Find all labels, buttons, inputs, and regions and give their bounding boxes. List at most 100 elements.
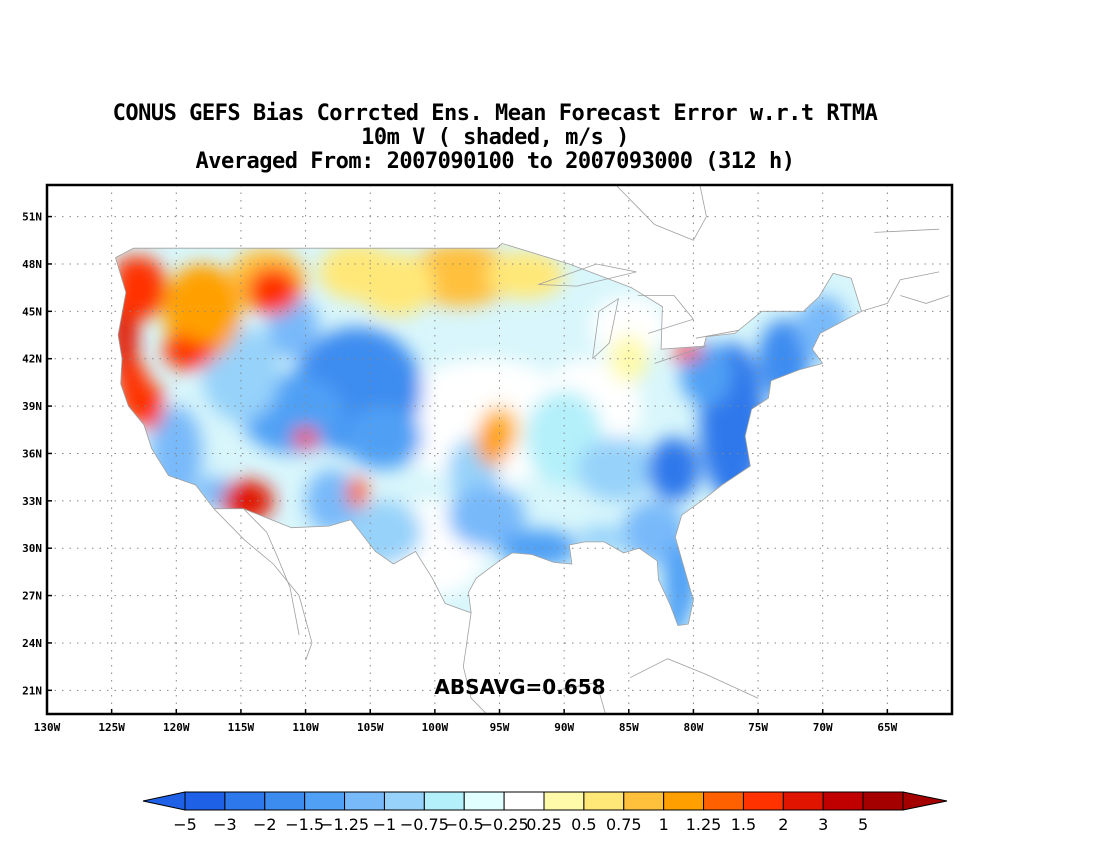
map-title: CONUS GEFS Bias Corrcted Ens. Mean Forec… xyxy=(0,102,990,174)
field-blob xyxy=(247,267,300,315)
field-blob xyxy=(318,243,397,301)
title-line-1: CONUS GEFS Bias Corrcted Ens. Mean Forec… xyxy=(112,101,878,126)
colorbar-swatch xyxy=(463,791,505,811)
colorbar-label: −1 xyxy=(373,815,397,834)
outline-line xyxy=(654,345,707,364)
colorbar-label: −1.25 xyxy=(320,815,369,834)
field-blob xyxy=(137,382,164,430)
lat-tick-label: 33N xyxy=(22,495,42,508)
colorbar-swatch xyxy=(862,791,904,811)
outline-line xyxy=(243,508,300,636)
outline-line xyxy=(557,681,606,714)
colorbar-label: −1.5 xyxy=(285,815,324,834)
title-line-2: 10m V ( shaded, m/s ) xyxy=(361,125,629,150)
field-blob xyxy=(661,603,687,626)
colorbar-label: 0.5 xyxy=(571,815,596,834)
outline-line xyxy=(900,295,950,304)
outline-line xyxy=(861,271,940,312)
lat-tick-label: 48N xyxy=(22,258,42,271)
lat-tick-label: 39N xyxy=(22,400,42,413)
colorbar-label: −0.5 xyxy=(445,815,484,834)
outline-line xyxy=(695,329,739,339)
lon-tick-label: 75W xyxy=(748,721,768,734)
lon-tick-label: 100W xyxy=(422,721,449,734)
colorbar-label: 5 xyxy=(858,815,868,834)
outline-line xyxy=(874,228,940,233)
colorbar-swatch xyxy=(184,791,226,811)
shaded-field xyxy=(115,243,862,626)
colorbar: −5 −3 −2 −1.5−1.25 −1 −0.75−0.5−0.250.25 0.5 0.… xyxy=(142,791,948,834)
field-blob xyxy=(305,469,358,533)
lat-tick-label: 42N xyxy=(22,353,42,366)
lon-tick-label: 80W xyxy=(683,721,703,734)
colorbar-label: −2 xyxy=(253,815,277,834)
field-blob xyxy=(182,311,222,343)
colorbar-label: 0.75 xyxy=(606,815,642,834)
colorbar-swatch xyxy=(543,791,585,811)
lon-tick-label: 130W xyxy=(34,721,61,734)
absavg-label: ABSAVG=0.658 xyxy=(434,675,605,699)
lat-tick-label: 36N xyxy=(22,447,42,460)
colorbar-swatch xyxy=(503,791,545,811)
colorbar-label: −5 xyxy=(173,815,197,834)
outline-line xyxy=(629,658,759,699)
colorbar-label: 3 xyxy=(818,815,828,834)
colorbar-swatch xyxy=(703,791,744,811)
lat-tick-label: 24N xyxy=(22,637,42,650)
lon-tick-label: 85W xyxy=(619,721,639,734)
colorbar-swatch xyxy=(344,791,385,811)
colorbar-swatch xyxy=(623,791,665,811)
colorbar-swatch xyxy=(224,791,266,811)
lon-tick-label: 125W xyxy=(98,721,125,734)
colorbar-label: 0.25 xyxy=(526,815,562,834)
field-blob xyxy=(648,437,700,501)
lon-tick-label: 70W xyxy=(813,721,833,734)
lon-tick-label: 65W xyxy=(877,721,897,734)
field-blob xyxy=(486,251,565,299)
colorbar-label: 1.25 xyxy=(686,815,722,834)
lon-tick-label: 120W xyxy=(163,721,190,734)
colorbar-swatch xyxy=(383,791,425,811)
field-blob xyxy=(115,256,167,320)
colorbar-label: 1.5 xyxy=(731,815,756,834)
colorbar-arrow-low xyxy=(142,791,186,811)
lon-tick-label: 95W xyxy=(490,721,510,734)
field-blob xyxy=(577,437,655,501)
lat-tick-label: 45N xyxy=(22,305,42,318)
colorbar-swatch xyxy=(423,791,465,811)
outline-line xyxy=(592,297,619,359)
field-blob xyxy=(347,477,368,509)
outline-line xyxy=(637,295,695,334)
field-blob xyxy=(796,295,849,359)
colorbar-label: −3 xyxy=(213,815,237,834)
lat-tick-label: 21N xyxy=(22,684,42,697)
lat-tick-label: 30N xyxy=(22,542,42,555)
colorbar-swatch xyxy=(782,791,824,811)
colorbar-label: 1 xyxy=(659,815,669,834)
outline-line xyxy=(213,508,313,661)
outline-line xyxy=(462,612,487,714)
lon-tick-label: 105W xyxy=(357,721,384,734)
lon-tick-label: 115W xyxy=(228,721,255,734)
longitude-axis: 130W 125W 120W 115W 110W 105W 100W 95W 90W 85W 80W… xyxy=(34,709,898,734)
colorbar-arrow-high xyxy=(902,791,948,811)
lon-tick-label: 110W xyxy=(292,721,319,734)
colorbar-swatch xyxy=(822,791,864,811)
colorbar-label: −0.75 xyxy=(400,815,449,834)
latitude-axis: 21N 24N 27N 30N 33N 36N 39N 42N 45N 48N 51N xyxy=(22,211,52,697)
title-line-3: Averaged From: 2007090100 to 2007093000 … xyxy=(195,149,795,174)
field-blob xyxy=(292,428,319,448)
colorbar-swatch xyxy=(304,791,346,811)
lat-tick-label: 51N xyxy=(22,211,42,224)
colorbar-label: 2 xyxy=(778,815,788,834)
outline-line xyxy=(538,263,637,287)
outline-line xyxy=(615,185,707,241)
map-gridlines xyxy=(47,185,952,714)
colorbar-label: −0.25 xyxy=(480,815,529,834)
field-blob xyxy=(577,526,629,552)
field-blob xyxy=(476,418,510,467)
field-blob xyxy=(344,406,422,470)
colorbar-swatch xyxy=(742,791,784,811)
colorbar-swatch xyxy=(663,791,705,811)
